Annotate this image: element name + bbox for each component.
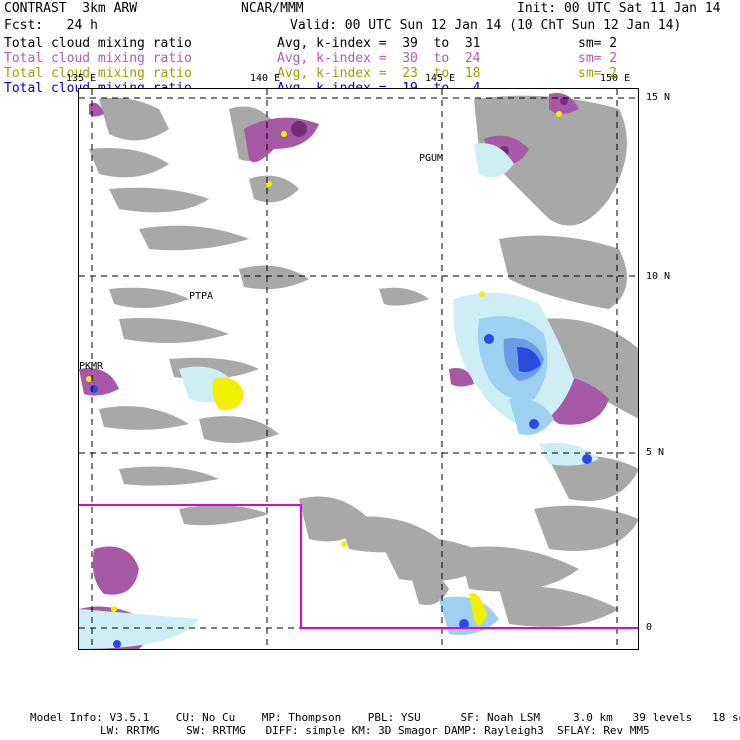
legend-field-3: Total cloud mixing ratio bbox=[4, 66, 192, 81]
legend-sm-2: sm= 2 bbox=[578, 51, 618, 66]
lat-label-10n: 10 N bbox=[646, 271, 671, 282]
legend-stat-3: Avg, k-index = 23 to 18 bbox=[277, 66, 481, 81]
lat-label-0: 0 bbox=[646, 622, 653, 633]
forecast-map: PGUM PTPA PKMR bbox=[78, 88, 639, 650]
station-label-ptpa: PTPA bbox=[189, 291, 214, 302]
station-label-pgum: PGUM bbox=[419, 153, 444, 164]
init-time: Init: 00 UTC Sat 11 Jan 14 bbox=[517, 1, 721, 16]
station-label-pkmr: PKMR bbox=[79, 361, 104, 372]
legend-sm-3: sm= 2 bbox=[578, 66, 618, 81]
org-title: NCAR/MMM bbox=[241, 1, 304, 16]
inner-domain-boundary bbox=[79, 504, 638, 629]
forecast-hour: Fcst: 24 h bbox=[4, 18, 98, 33]
legend-field-1: Total cloud mixing ratio bbox=[4, 36, 192, 51]
legend-field-2: Total cloud mixing ratio bbox=[4, 51, 192, 66]
cloud-yellow bbox=[86, 111, 562, 626]
cloud-dark-purple bbox=[291, 97, 568, 156]
legend-sm-1: sm= 2 bbox=[578, 36, 618, 51]
model-info-line-1: Model Info: V3.5.1 CU: No Cu MP: Thompso… bbox=[30, 711, 740, 724]
lat-label-5n: 5 N bbox=[646, 447, 665, 458]
valid-time: Valid: 00 UTC Sun 12 Jan 14 (10 ChT Sun … bbox=[290, 18, 682, 33]
legend-stat-2: Avg, k-index = 30 to 24 bbox=[277, 51, 481, 66]
model-title: CONTRAST 3km ARW bbox=[4, 1, 138, 16]
lat-label-15n: 15 N bbox=[646, 92, 671, 103]
lon-label-140e: 140 E bbox=[250, 73, 281, 84]
legend-stat-1: Avg, k-index = 39 to 31 bbox=[277, 36, 481, 51]
lon-label-150e: 150 E bbox=[600, 73, 631, 84]
lon-label-135e: 135 E bbox=[66, 73, 97, 84]
cloud-field-svg bbox=[79, 89, 638, 649]
model-info-line-2: LW: RRTMG SW: RRTMG DIFF: simple KM: 3D … bbox=[100, 724, 650, 737]
lon-label-145e: 145 E bbox=[425, 73, 456, 84]
